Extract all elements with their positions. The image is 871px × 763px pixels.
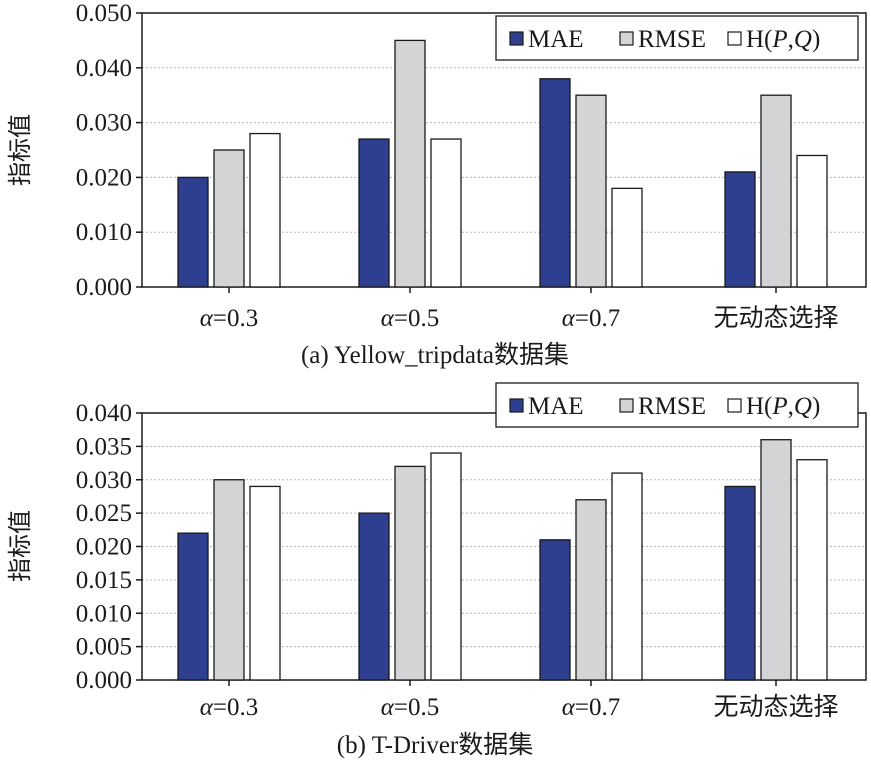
- bar-rmse: [575, 94, 607, 288]
- x-tick-label: α=0.7: [562, 694, 620, 721]
- y-tick-label: 0.030: [76, 110, 132, 137]
- y-tick-label: 0.040: [76, 400, 132, 427]
- y-tick-label: 0.015: [76, 567, 132, 594]
- y-tick-label: 0.025: [76, 500, 132, 527]
- bar-hpq: [796, 459, 828, 681]
- legend-label: RMSE: [638, 26, 706, 53]
- legend-box: [495, 382, 859, 428]
- y-tick-label: 0.020: [76, 534, 132, 561]
- legend-label: MAE: [528, 393, 584, 420]
- chart-panel-a: 0.000 0.010 0.020 0.030 0.040 0.050 α=0.3 α=0.5…: [6, 0, 867, 369]
- y-tick-label: 0.030: [76, 467, 132, 494]
- legend: MAE RMSE H(P,Q): [495, 15, 859, 61]
- y-axis-label: 指标值: [6, 510, 34, 582]
- bar-hpq: [249, 485, 281, 681]
- bar-rmse: [213, 149, 245, 288]
- bar-rmse: [760, 94, 792, 288]
- legend-swatch: [727, 398, 742, 413]
- legend-box: [495, 15, 859, 61]
- bar-hpq: [796, 154, 828, 288]
- bar-mae: [539, 539, 571, 681]
- bar-rmse: [394, 39, 426, 288]
- x-tick-label: α=0.5: [381, 694, 439, 721]
- bar-rmse: [213, 479, 245, 681]
- y-tick-label: 0.000: [76, 274, 132, 301]
- bar-hpq: [611, 472, 643, 681]
- legend-label: H(P,Q): [746, 26, 820, 53]
- y-axis-label: 指标值: [6, 114, 34, 186]
- legend-label: RMSE: [638, 393, 706, 420]
- y-tick-label: 0.010: [76, 600, 132, 627]
- bar-rmse: [394, 465, 426, 681]
- y-tick-label: 0.040: [76, 55, 132, 82]
- legend-swatch: [509, 31, 524, 46]
- bar-hpq: [611, 187, 643, 288]
- legend-swatch: [727, 31, 742, 46]
- x-tick-label: α=0.3: [200, 305, 258, 332]
- bar-mae: [177, 176, 209, 288]
- x-tick-label: α=0.3: [200, 694, 258, 721]
- y-tick-label: 0.020: [76, 164, 132, 191]
- bar-mae: [358, 138, 390, 288]
- legend-swatch: [619, 398, 634, 413]
- bar-mae: [724, 171, 756, 288]
- bar-mae: [539, 78, 571, 288]
- bar-hpq: [430, 138, 462, 288]
- bar-rmse: [575, 499, 607, 681]
- bar-mae: [724, 485, 756, 681]
- legend-label: MAE: [528, 26, 584, 53]
- panel-caption: (b) T-Driver数据集: [337, 731, 534, 759]
- x-tick-label: α=0.7: [562, 305, 620, 332]
- x-tick-label: 无动态选择: [713, 304, 838, 332]
- bar-hpq: [249, 132, 281, 288]
- legend-label: H(P,Q): [746, 393, 820, 420]
- y-tick-label: 0.005: [76, 634, 132, 661]
- y-tick-label: 0.000: [76, 667, 132, 694]
- x-tick-label: α=0.5: [381, 305, 439, 332]
- legend: MAE RMSE H(P,Q): [495, 382, 859, 428]
- y-tick-label: 0.035: [76, 433, 132, 460]
- bar-rmse: [760, 439, 792, 681]
- plot-frame: [141, 12, 867, 288]
- y-tick-label: 0.050: [76, 0, 132, 27]
- legend-swatch: [509, 398, 524, 413]
- chart-panel-b: 0.000 0.005 0.010 0.015 0.020 0.025 0.030 0.035…: [6, 382, 867, 759]
- bar-mae: [358, 512, 390, 681]
- y-tick-label: 0.010: [76, 219, 132, 246]
- bar-mae: [177, 532, 209, 681]
- legend-swatch: [619, 31, 634, 46]
- x-tick-label: 无动态选择: [713, 693, 838, 721]
- bar-hpq: [430, 452, 462, 681]
- panel-caption: (a) Yellow_tripdata数据集: [301, 341, 569, 369]
